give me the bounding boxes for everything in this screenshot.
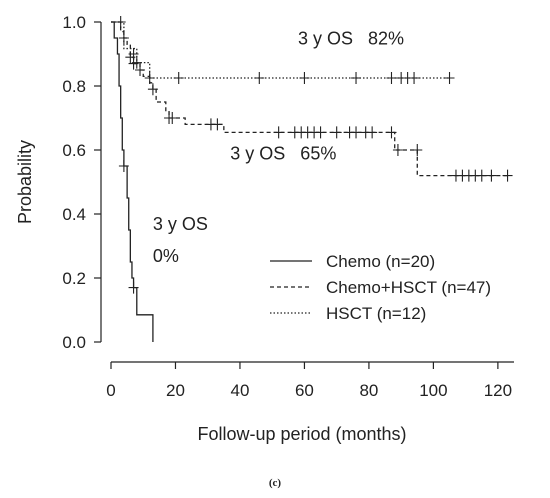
y-tick-label: 0.0 [62, 333, 86, 352]
censor-mark [135, 64, 146, 76]
annotation-label: 3 y OS [153, 214, 208, 234]
censor-mark [212, 118, 223, 131]
y-ticks: 0.0 0.2 0.4 0.6 0.8 1.0 [62, 13, 101, 352]
censor-mark [502, 169, 513, 182]
legend-label-chemo: Chemo (n=20) [326, 252, 435, 271]
series-chemo [111, 21, 154, 342]
x-ticks: 0 20 40 60 80 100 120 [106, 362, 512, 400]
censor-mark [167, 112, 178, 124]
censor-mark [144, 72, 155, 84]
censor-mark [392, 144, 403, 156]
censor-mark [386, 126, 397, 139]
y-tick-label: 0.6 [62, 141, 86, 160]
censor-mark [173, 72, 184, 84]
legend-label-hsct: HSCT (n=12) [326, 304, 426, 323]
figure-caption: (c) [269, 477, 282, 489]
annotation-label: 0% [153, 246, 179, 266]
series-line-chemo-hsct [111, 21, 508, 177]
censor-mark [128, 281, 139, 294]
y-tick-label: 0.2 [62, 269, 86, 288]
censor-mark [131, 56, 142, 69]
censor-mark [444, 72, 455, 84]
annotation-label: 3 y OS 82% [298, 28, 404, 48]
censor-mark [147, 83, 158, 96]
censor-mark [367, 126, 378, 139]
censor-mark [409, 72, 420, 84]
censor-mark [351, 72, 362, 84]
censor-mark [128, 48, 139, 60]
x-tick-label: 80 [359, 381, 378, 400]
censor-mark [118, 160, 129, 172]
x-axis: 0 20 40 60 80 100 120 [106, 361, 514, 400]
censor-mark [315, 126, 326, 139]
y-tick-label: 1.0 [62, 13, 86, 32]
x-axis-title: Follow-up period (months) [197, 424, 406, 444]
censor-mark [299, 72, 310, 84]
series-hsct [111, 16, 455, 84]
censor-mark [476, 169, 487, 182]
censor-mark [351, 126, 362, 139]
censor-mark [486, 169, 497, 182]
y-tick-label: 0.8 [62, 77, 86, 96]
x-tick-label: 60 [295, 381, 314, 400]
x-tick-label: 0 [106, 381, 115, 400]
x-tick-label: 20 [166, 381, 185, 400]
y-axis-title: Probability [15, 140, 35, 224]
series-line-chemo [111, 21, 154, 342]
x-tick-label: 120 [484, 381, 512, 400]
legend-label-chemo-hsct: Chemo+HSCT (n=47) [326, 278, 491, 297]
censor-mark [254, 72, 265, 84]
x-tick-label: 40 [230, 381, 249, 400]
legend: Chemo (n=20) Chemo+HSCT (n=47) HSCT (n=1… [270, 252, 491, 323]
censor-mark [412, 144, 423, 156]
censor-mark [331, 126, 342, 139]
y-axis: 0.0 0.2 0.4 0.6 0.8 1.0 [62, 13, 102, 352]
censor-mark [273, 126, 284, 139]
y-tick-label: 0.4 [62, 205, 86, 224]
censor-mark [386, 72, 397, 84]
x-tick-label: 100 [419, 381, 447, 400]
annotations: 3 y OS 82% 3 y OS 65% 3 y OS 0% [153, 28, 404, 266]
series-layer [111, 16, 513, 342]
censor-mark [115, 16, 126, 28]
annotation-label: 3 y OS 65% [230, 144, 336, 164]
